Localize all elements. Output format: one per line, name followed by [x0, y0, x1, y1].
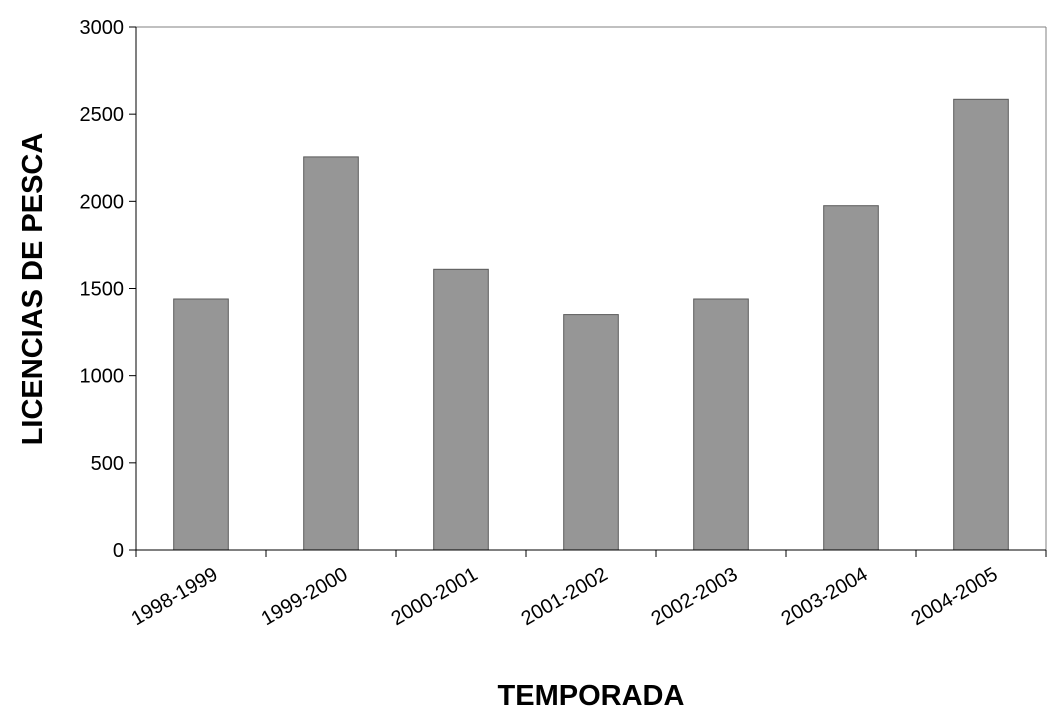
- plot-frame: [136, 26, 1047, 550]
- bar-2001-2002: [563, 314, 619, 551]
- bar-2002-2003: [693, 298, 749, 551]
- y-axis-title: LICENCIAS DE PESCA: [17, 133, 49, 446]
- bar-2004-2005: [953, 98, 1009, 551]
- x-tick-label: 2002-2003: [648, 563, 742, 630]
- y-tick-label: 1000: [80, 366, 125, 388]
- y-tick-label: 0: [113, 540, 124, 562]
- bar-2000-2001: [433, 268, 489, 551]
- bar-1998-1999: [173, 298, 229, 551]
- bar-2003-2004: [823, 205, 879, 551]
- y-tick-label: 2500: [80, 104, 125, 126]
- y-tick-label: 3000: [80, 17, 125, 39]
- y-tick-label: 500: [91, 453, 124, 475]
- x-tick-label: 2000-2001: [388, 563, 482, 630]
- x-tick-label: 2001-2002: [518, 563, 612, 630]
- x-tick-label: 1998-1999: [128, 563, 222, 630]
- x-axis: 1998-1999 1999-2000 2000-2001 2001-2002 2002…: [128, 549, 1047, 630]
- y-tick-label: 1500: [80, 279, 125, 301]
- x-tick-label: 2004-2005: [908, 563, 1002, 630]
- x-tick-label: 1999-2000: [258, 563, 352, 630]
- x-axis-title: TEMPORADA: [498, 680, 685, 711]
- bar-1999-2000: [303, 156, 359, 551]
- x-tick-label: 2003-2004: [778, 563, 872, 630]
- bars-group: [173, 98, 1009, 551]
- y-tick-label: 2000: [80, 191, 125, 213]
- y-axis: 0 500 1000 1500 2000 2500 3000: [80, 17, 137, 562]
